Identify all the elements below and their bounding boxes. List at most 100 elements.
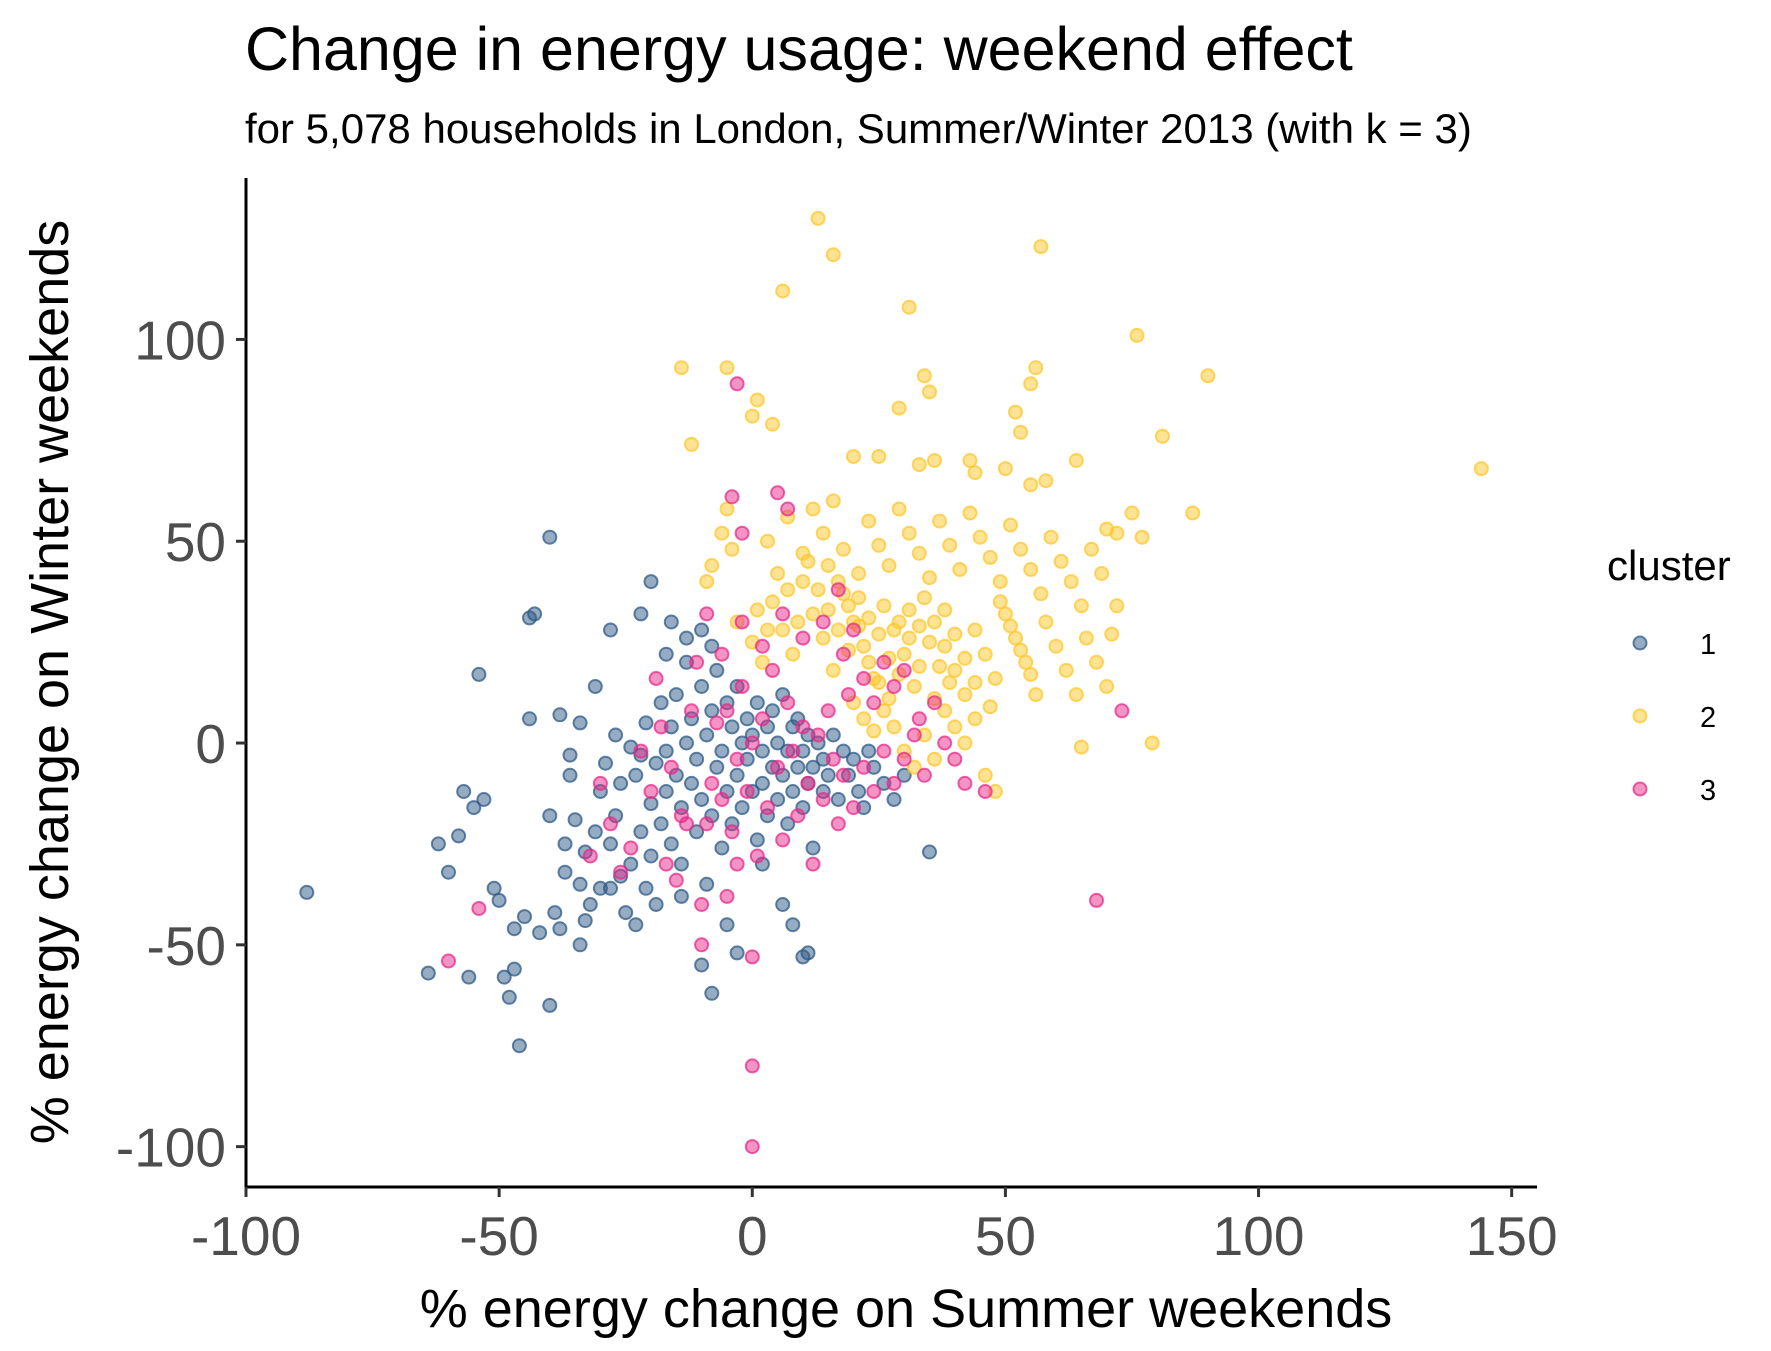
point-cluster-2	[952, 562, 968, 577]
point-cluster-3	[684, 703, 699, 719]
point-cluster-3	[906, 727, 922, 743]
point-cluster-3	[582, 848, 598, 864]
point-cluster-2	[891, 501, 907, 517]
point-cluster-1	[663, 614, 679, 630]
point-cluster-1	[471, 666, 487, 682]
point-cluster-1	[420, 965, 436, 981]
point-cluster-1	[694, 679, 710, 694]
point-cluster-1	[699, 727, 715, 743]
point-cluster-2	[790, 614, 806, 630]
point-cluster-2	[1078, 630, 1094, 646]
point-cluster-1	[643, 574, 659, 590]
point-cluster-2	[937, 602, 953, 618]
point-cluster-3	[724, 824, 740, 840]
point-cluster-1	[552, 707, 568, 723]
point-cluster-1	[299, 884, 315, 900]
point-cluster-3	[734, 614, 750, 630]
point-cluster-2	[1068, 687, 1084, 703]
point-cluster-1	[628, 917, 644, 933]
point-cluster-2	[992, 574, 1008, 590]
point-cluster-1	[567, 812, 583, 828]
point-cluster-2	[967, 675, 983, 690]
point-cluster-3	[729, 856, 745, 872]
point-cluster-1	[896, 767, 912, 783]
point-cluster-2	[967, 711, 983, 727]
point-cluster-1	[633, 606, 649, 622]
point-cluster-2	[820, 602, 836, 618]
point-cluster-3	[653, 719, 669, 735]
point-cluster-3	[785, 743, 801, 759]
point-cluster-3	[795, 719, 811, 735]
point-cluster-3	[754, 638, 770, 654]
point-cluster-1	[694, 792, 710, 807]
point-cluster-2	[835, 541, 851, 557]
point-cluster-2	[775, 283, 791, 299]
point-cluster-3	[770, 485, 786, 501]
point-cluster-2	[785, 646, 801, 662]
point-cluster-1	[790, 759, 806, 775]
legend-title: cluster	[1607, 542, 1731, 589]
point-cluster-1	[648, 897, 664, 912]
point-cluster-3	[830, 816, 846, 832]
point-cluster-2	[901, 525, 917, 541]
point-cluster-2	[684, 436, 699, 452]
point-cluster-1	[805, 759, 821, 775]
point-cluster-3	[810, 727, 826, 743]
point-cluster-2	[881, 691, 897, 707]
point-cluster-2	[891, 614, 907, 630]
point-cluster-1	[542, 529, 558, 545]
point-cluster-2	[1013, 541, 1029, 557]
point-cluster-2	[1023, 562, 1039, 577]
point-cluster-2	[851, 590, 867, 606]
point-cluster-2	[927, 453, 942, 468]
point-cluster-2	[1073, 739, 1089, 755]
x-tick-label: -50	[459, 1205, 539, 1267]
point-cluster-1	[694, 622, 710, 638]
point-cluster-2	[942, 537, 958, 553]
point-cluster-3	[876, 743, 892, 759]
point-cluster-3	[765, 662, 780, 678]
point-cluster-3	[927, 695, 942, 711]
point-cluster-2	[1094, 566, 1110, 581]
point-cluster-2	[861, 654, 877, 670]
point-cluster-2	[815, 630, 831, 646]
chart-title: Change in energy usage: weekend effect	[245, 15, 1353, 83]
point-cluster-1	[770, 735, 786, 751]
point-cluster-3	[729, 751, 745, 767]
point-cluster-2	[805, 501, 821, 517]
point-cluster-3	[790, 808, 806, 824]
point-cluster-3	[876, 654, 892, 670]
point-cluster-2	[957, 735, 973, 751]
point-cluster-2	[947, 719, 963, 735]
chart-subtitle: for 5,078 households in London, Summer/W…	[245, 105, 1472, 152]
point-cluster-3	[835, 646, 851, 662]
point-cluster-1	[689, 751, 705, 767]
y-tick-label: 50	[165, 511, 226, 573]
point-cluster-3	[856, 759, 872, 775]
point-cluster-1	[496, 969, 512, 985]
point-cluster-2	[1124, 505, 1140, 521]
point-cluster-2	[871, 675, 887, 690]
point-cluster-2	[1023, 376, 1039, 392]
point-cluster-1	[886, 792, 902, 807]
point-cluster-3	[724, 489, 740, 505]
point-cluster-1	[603, 880, 618, 896]
point-cluster-2	[927, 751, 942, 767]
point-cluster-3	[592, 775, 608, 791]
point-cluster-2	[967, 465, 983, 481]
point-cluster-1	[542, 808, 558, 824]
point-cluster-1	[835, 743, 851, 759]
y-axis-title: % energy change on Winter weekends	[20, 220, 80, 1145]
point-cluster-2	[957, 650, 973, 666]
point-cluster-1	[587, 824, 603, 840]
point-cluster-1	[689, 824, 705, 840]
y-tick-label: -50	[147, 915, 227, 977]
point-cluster-3	[729, 376, 745, 392]
legend-key-3	[1632, 781, 1648, 797]
point-cluster-3	[866, 695, 882, 711]
point-cluster-1	[673, 856, 689, 872]
point-cluster-3	[760, 800, 775, 816]
point-cluster-2	[1028, 687, 1044, 703]
point-cluster-3	[825, 751, 841, 767]
point-cluster-2	[1063, 574, 1079, 590]
